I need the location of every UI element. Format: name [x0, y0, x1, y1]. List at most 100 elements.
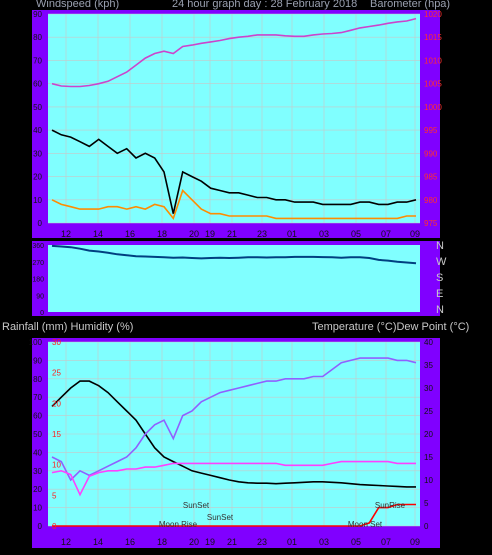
barometer-axis-tick: 1005 — [424, 80, 442, 89]
x-tick-label-bottom: 20 — [189, 537, 199, 547]
direction-tick: 90 — [36, 293, 44, 300]
series-gust — [51, 129, 417, 214]
x-tick-label-top: 07 — [381, 229, 391, 239]
annotation-moon-set: Moon Set — [348, 520, 383, 529]
x-tick-label-top: 14 — [93, 229, 103, 239]
x-tick-label-top: 23 — [257, 229, 267, 239]
temperature-axis-tick: 0 — [424, 522, 429, 531]
humidity-axis-tick: 70 — [33, 393, 42, 402]
dir-label-s: S — [436, 272, 444, 284]
x-tick-label-top: 20 — [189, 229, 199, 239]
barometer-axis-tick: 980 — [424, 196, 438, 205]
barometer-axis-tick: 1020 — [424, 10, 442, 19]
humidity-axis-tick: 0 — [38, 522, 43, 531]
x-tick-label-bottom: 23 — [257, 537, 267, 547]
series-dew-point — [51, 357, 417, 482]
windspeed-axis-tick: 20 — [33, 173, 42, 182]
humidity-axis-tick: 80 — [33, 375, 42, 384]
rain-axis-tick: 15 — [52, 430, 61, 439]
x-tick-label-top: 05 — [351, 229, 361, 239]
x-tick-label-bottom: 03 — [319, 537, 329, 547]
humidity-axis-tick: 20 — [33, 485, 42, 494]
temperature-axis-tick: 5 — [424, 499, 429, 508]
dir-label-e: E — [436, 288, 444, 300]
series-rainfall — [52, 503, 416, 527]
temperature-axis-tick: 30 — [424, 384, 433, 393]
temperature-axis-tick: 20 — [424, 430, 433, 439]
x-tick-label-top: 09 — [410, 229, 420, 239]
windspeed-axis-tick: 90 — [33, 10, 42, 19]
x-tick-label-bottom: 19 — [205, 537, 215, 547]
temperature-axis-tick: 40 — [424, 338, 433, 347]
x-tick-label-bottom: 21 — [227, 537, 237, 547]
rain-axis-tick: 0 — [52, 522, 57, 531]
x-tick-label-bottom: 05 — [351, 537, 361, 547]
dir-label-w: W — [436, 256, 447, 268]
temperature-axis-title: Temperature (°C)Dew Point (°C) — [312, 321, 470, 333]
windspeed-axis-tick: 10 — [33, 196, 42, 205]
windspeed-axis-tick: 30 — [33, 149, 42, 158]
x-tick-label-top: 18 — [157, 229, 167, 239]
x-tick-label-bottom: 18 — [157, 537, 167, 547]
x-tick-label-top: 12 — [61, 229, 71, 239]
windspeed-axis-tick: 80 — [33, 33, 42, 42]
windspeed-axis-tick: 0 — [38, 219, 43, 228]
direction-tick: 0 — [40, 310, 44, 317]
x-tick-label-bottom: 14 — [93, 537, 103, 547]
x-tick-label-top: 16 — [125, 229, 135, 239]
x-tick-label-top: 19 — [205, 229, 215, 239]
humidity-axis-tick: 30 — [33, 467, 42, 476]
rain-axis-tick: 30 — [52, 338, 61, 347]
graph-title: 24 hour graph day : 28 February 2018 — [172, 0, 358, 10]
annotation-sunset-2: SunSet — [207, 513, 234, 522]
x-tick-label-bottom: 16 — [125, 537, 135, 547]
barometer-axis-tick: 990 — [424, 149, 438, 158]
dir-label-n-bottom: N — [436, 304, 444, 316]
x-tick-label-top: 01 — [287, 229, 297, 239]
windspeed-axis-tick: 70 — [33, 56, 42, 65]
barometer-axis-tick: 1010 — [424, 56, 442, 65]
x-tick-label-top: 03 — [319, 229, 329, 239]
direction-plot-area — [48, 245, 420, 312]
x-tick-label-bottom: 12 — [61, 537, 71, 547]
series-barometer — [51, 17, 417, 88]
windspeed-axis-title: Windspeed (kph) — [36, 0, 120, 10]
barometer-axis-tick: 1000 — [424, 103, 442, 112]
dir-label-n-top: N — [436, 240, 444, 252]
direction-tick: 180 — [32, 277, 44, 284]
x-tick-label-top: 21 — [227, 229, 237, 239]
windspeed-axis-tick: 40 — [33, 126, 42, 135]
direction-tick: 270 — [32, 260, 44, 267]
x-tick-label-bottom: 07 — [381, 537, 391, 547]
annotation-sun-rise: SunRise — [375, 501, 406, 510]
rain-axis-tick: 20 — [52, 399, 61, 408]
temperature-axis-tick: 35 — [424, 361, 433, 370]
humidity-axis-tick: 50 — [33, 430, 42, 439]
temperature-axis-tick: 25 — [424, 407, 433, 416]
humidity-axis-tick: 90 — [33, 356, 42, 365]
rain-axis-tick: 10 — [52, 461, 61, 470]
x-tick-label-bottom: 09 — [410, 537, 420, 547]
humidity-axis-tick: 40 — [33, 448, 42, 457]
rain-axis-tick: 5 — [52, 491, 57, 500]
x-tick-label-bottom: 01 — [287, 537, 297, 547]
windspeed-axis-tick: 50 — [33, 103, 42, 112]
humidity-axis-tick: 100 — [29, 338, 43, 347]
annotation-sunset-1: SunSet — [183, 501, 210, 510]
series-temperature — [51, 380, 416, 488]
barometer-axis-tick: 995 — [424, 126, 438, 135]
barometer-axis-tick: 985 — [424, 173, 438, 182]
rain-axis-tick: 25 — [52, 369, 61, 378]
barometer-axis-tick: 975 — [424, 219, 438, 228]
windspeed-axis-tick: 60 — [33, 80, 42, 89]
annotation-moon-rise: Moon Rise — [159, 520, 198, 529]
humidity-axis-tick: 10 — [33, 504, 42, 513]
top-plot-area — [48, 14, 420, 223]
humidity-axis-tick: 60 — [33, 412, 42, 421]
temperature-axis-tick: 10 — [424, 476, 433, 485]
rain-humidity-axis-title: Rainfall (mm) Humidity (%) — [2, 321, 134, 333]
series-wind-direction — [51, 244, 417, 265]
barometer-axis-tick: 1015 — [424, 33, 442, 42]
